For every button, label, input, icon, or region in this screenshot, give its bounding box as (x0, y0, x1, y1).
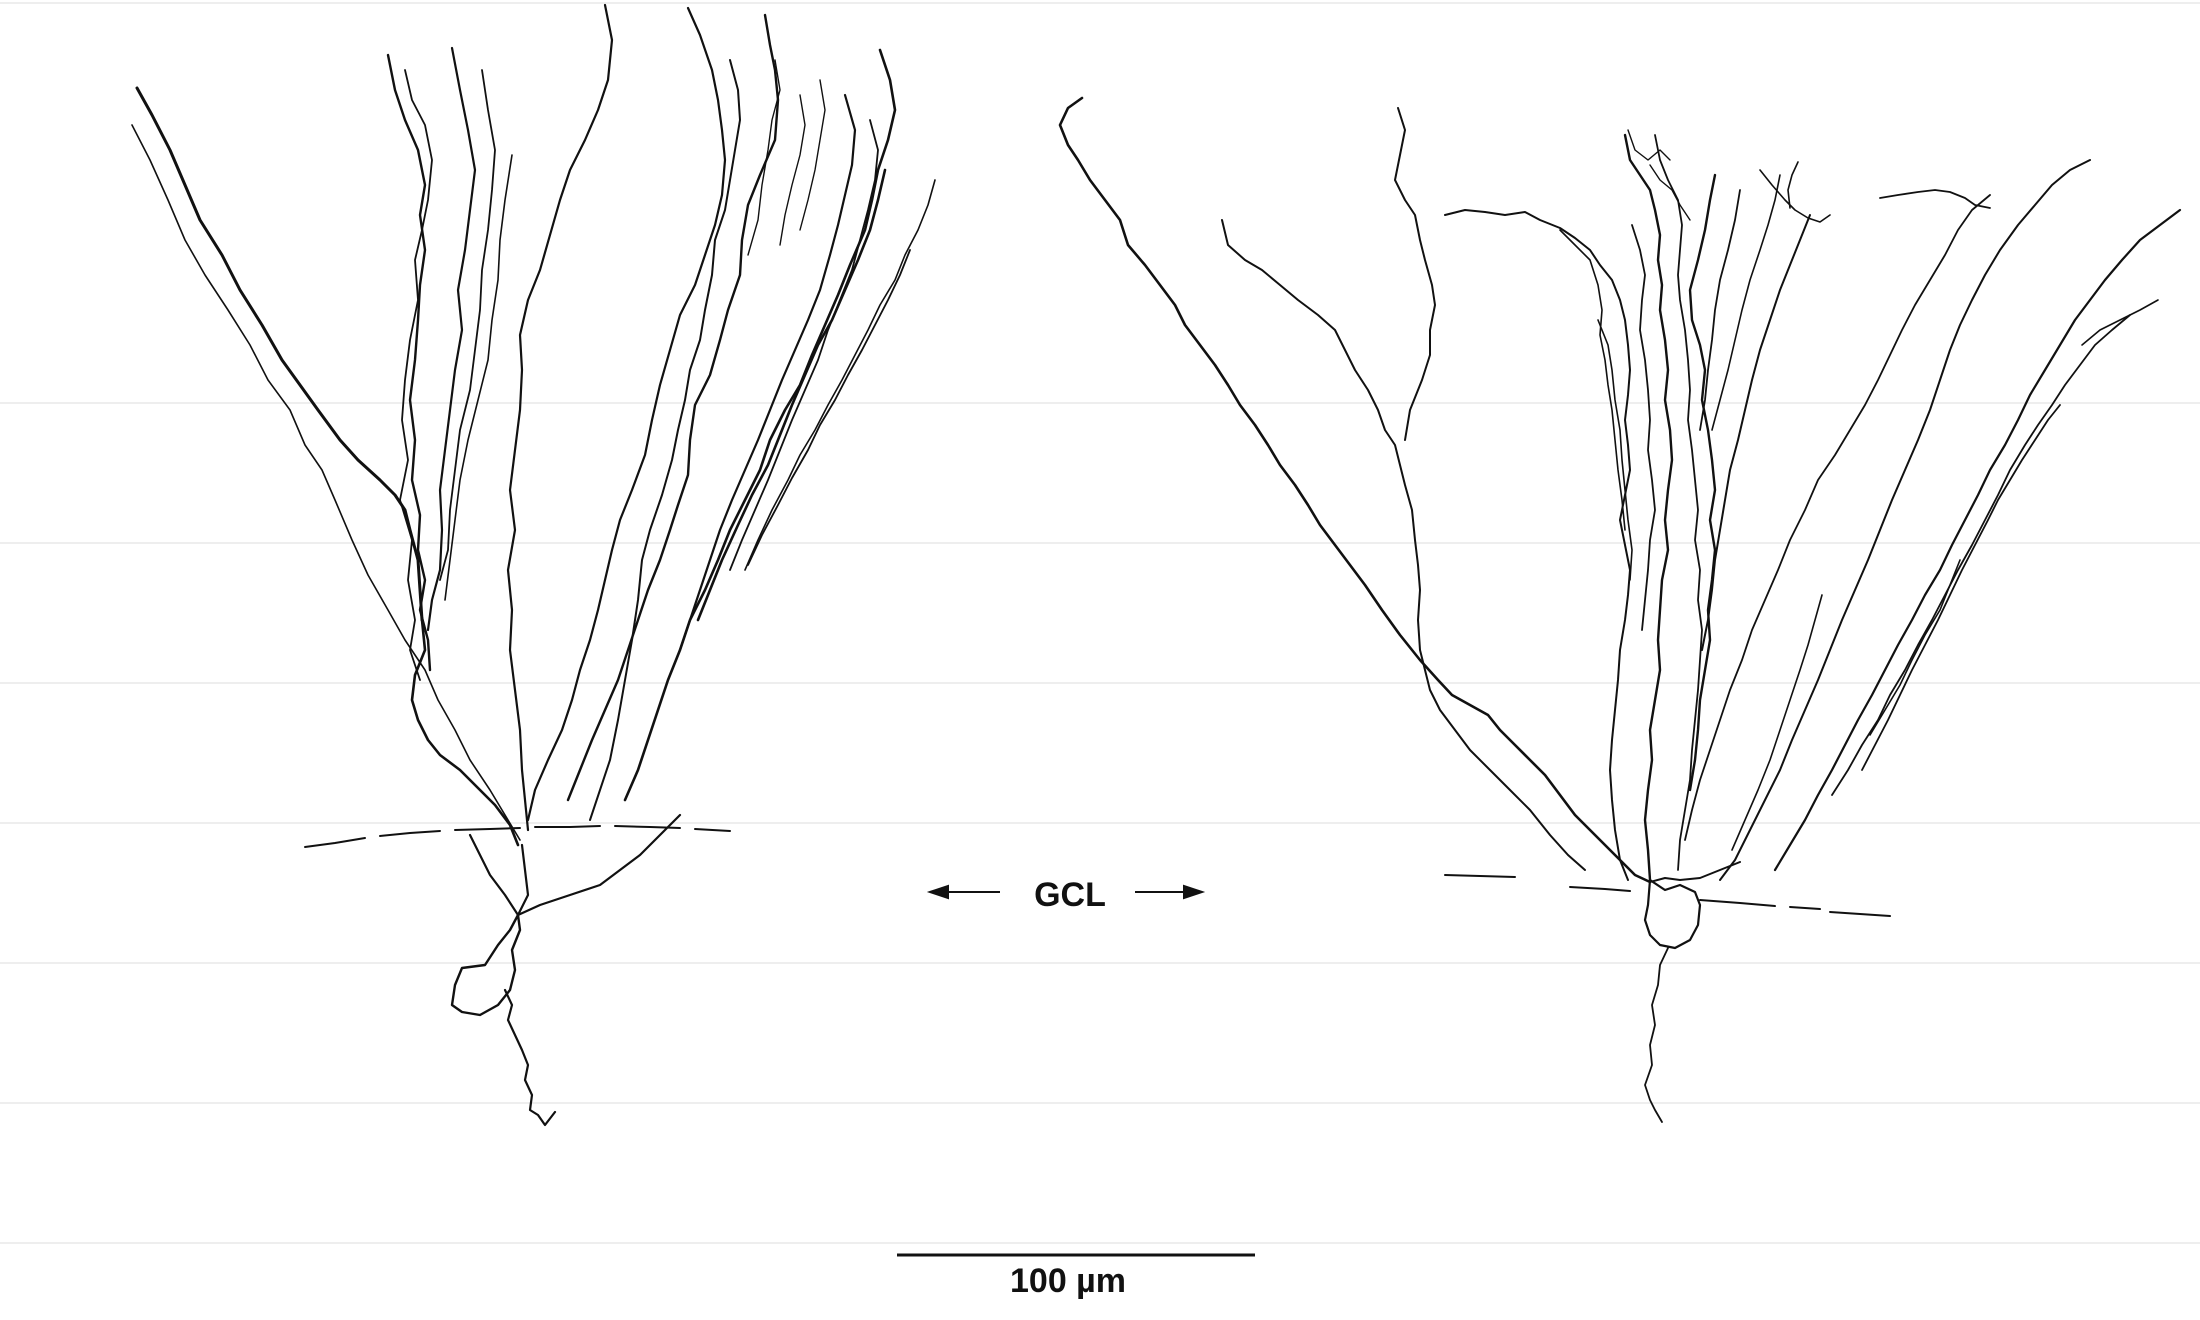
right-neuron-dendrites (1058, 96, 2182, 884)
background-guide-lines (0, 2, 2200, 1244)
left-neuron-dendrites (131, 3, 936, 847)
scale-bar: 100 µm (897, 1253, 1255, 1300)
gcl-left-arrow-icon (926, 884, 1000, 900)
left-neuron-axon (503, 988, 557, 1127)
gcl-boundary-dashes (304, 825, 1891, 917)
scale-bar-label: 100 µm (1010, 1262, 1126, 1300)
left-neuron (131, 3, 936, 1127)
gcl-right-arrow-icon (1135, 884, 1206, 900)
right-neuron-axon (1644, 947, 1669, 1123)
right-neuron (1058, 96, 2182, 1123)
gcl-text: GCL (1034, 876, 1106, 914)
right-neuron-soma (1643, 878, 1702, 950)
left-neuron-soma (450, 913, 522, 1017)
gcl-layer-label: GCL (926, 876, 1206, 914)
